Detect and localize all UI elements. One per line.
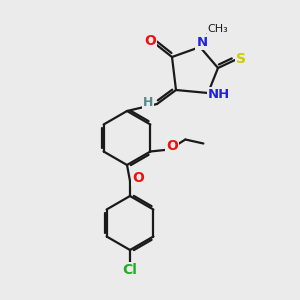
Text: O: O [144,34,156,48]
Text: S: S [236,52,246,66]
Text: N: N [196,35,208,49]
Text: O: O [132,171,144,185]
Text: H: H [143,95,153,109]
Text: NH: NH [208,88,230,101]
Text: CH₃: CH₃ [208,24,228,34]
Text: Cl: Cl [123,263,137,277]
Text: O: O [167,140,178,154]
